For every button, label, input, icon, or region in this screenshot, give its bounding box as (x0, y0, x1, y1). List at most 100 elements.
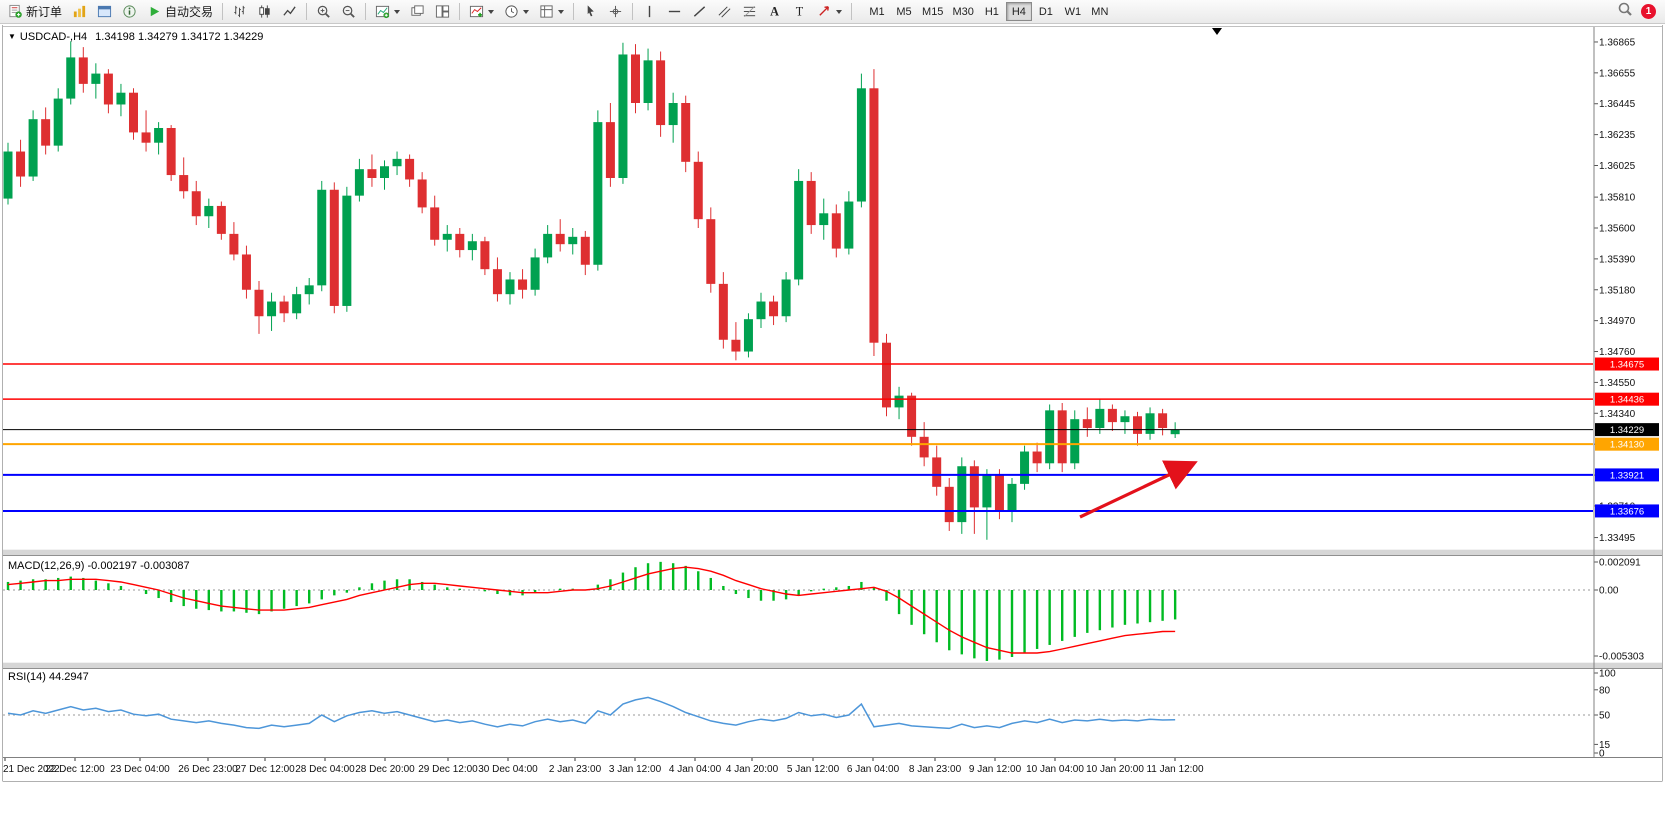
macd-axis-label: 0.00 (1599, 586, 1619, 597)
zoom-out-button[interactable] (336, 2, 361, 22)
rsi-axis-label: 50 (1599, 711, 1611, 722)
macd-signal-value: -0.003087 (140, 560, 190, 572)
date-label: 9 Jan 12:00 (969, 764, 1022, 775)
timeframe-h4[interactable]: H4 (1005, 2, 1032, 21)
market-watch-button[interactable] (92, 2, 117, 22)
info-circle-icon (122, 4, 137, 19)
channel-button[interactable] (712, 2, 737, 22)
help-button[interactable] (117, 2, 142, 22)
date-label: 2 Jan 23:00 (549, 764, 602, 775)
label-button[interactable]: T (787, 2, 812, 22)
indicators-button[interactable] (464, 2, 499, 22)
zoom-in-button[interactable] (311, 2, 336, 22)
date-label: 6 Jan 04:00 (847, 764, 900, 775)
rsi-axis-label: 100 (1599, 669, 1616, 680)
timeframe-m15[interactable]: M15 (918, 2, 947, 21)
candles-icon (257, 4, 272, 19)
price-tag-label: 1.33676 (1610, 506, 1644, 517)
rsi-axis-label: 0 (1599, 749, 1605, 760)
date-label: 21 Dec 2022 (3, 764, 60, 775)
timeframe-h1[interactable]: H1 (979, 2, 1005, 21)
dropdown-caret-icon (488, 10, 495, 17)
price-axis-label: 1.36235 (1599, 130, 1636, 141)
linechart-icon (282, 4, 297, 19)
fibonacci-button[interactable] (737, 2, 762, 22)
tile-windows-button[interactable] (430, 2, 455, 22)
template-icon (539, 4, 554, 19)
zoom-out-icon (341, 4, 356, 19)
cursor-button[interactable] (578, 2, 603, 22)
panel-divider[interactable] (3, 662, 1662, 669)
vertical-line-button[interactable] (637, 2, 662, 22)
date-label: 22 Dec 12:00 (45, 764, 105, 775)
date-label: 23 Dec 04:00 (110, 764, 170, 775)
symbol-ohlc: 1.34198 1.34279 1.34172 1.34229 (95, 31, 264, 43)
gold-bars-icon (72, 4, 87, 19)
price-tag-label: 1.33921 (1610, 470, 1644, 481)
price-tag-label: 1.34436 (1610, 395, 1644, 406)
timeframe-m30[interactable]: M30 (948, 2, 977, 21)
candlestick-chart-button[interactable] (252, 2, 277, 22)
timeframe-w1[interactable]: W1 (1060, 2, 1086, 21)
toolbar-separator (306, 3, 308, 20)
search-icon[interactable] (1617, 1, 1633, 22)
ohlc-bars-icon (232, 4, 247, 19)
price-axis-label: 1.34970 (1599, 316, 1636, 327)
chart-shift-marker[interactable] (1212, 28, 1222, 35)
panel-divider[interactable] (3, 549, 1662, 556)
timeframe-m5[interactable]: M5 (891, 2, 917, 21)
new-chart-button[interactable] (370, 2, 405, 22)
price-axis-label: 1.35180 (1599, 285, 1636, 296)
shapes-button[interactable] (812, 2, 847, 22)
line-chart-button[interactable] (277, 2, 302, 22)
price-tag (1595, 437, 1659, 451)
auto-trading-button[interactable]: 自动交易 (142, 2, 218, 22)
trendline-button[interactable] (687, 2, 712, 22)
svg-text:T: T (796, 5, 804, 19)
chevron-down-icon[interactable]: ▼ (8, 32, 16, 41)
toolbar-right-group: 1 (1617, 1, 1662, 22)
clock-icon (504, 4, 519, 19)
horizontal-line-button[interactable] (662, 2, 687, 22)
periods-button[interactable] (499, 2, 534, 22)
trend-arrow[interactable] (1079, 460, 1198, 519)
date-label: 29 Dec 12:00 (418, 764, 478, 775)
price-axis-label: 1.35390 (1599, 254, 1636, 265)
trend-icon (692, 4, 707, 19)
fibo-icon (742, 4, 757, 19)
date-label: 10 Jan 20:00 (1086, 764, 1144, 775)
new-order-button[interactable]: 新订单 (3, 2, 67, 22)
date-label: 5 Jan 12:00 (787, 764, 840, 775)
chart-symbol-label: ▼ USDCAD-,H4 1.34198 1.34279 1.34172 1.342… (8, 31, 263, 43)
date-label: 4 Jan 20:00 (726, 764, 779, 775)
price-axis-label: 1.36865 (1599, 37, 1636, 48)
timeframe-d1[interactable]: D1 (1033, 2, 1059, 21)
metaeditor-button[interactable] (67, 2, 92, 22)
notification-badge[interactable]: 1 (1641, 4, 1656, 19)
timeframe-toolbar: M1 M5 M15 M30 H1 H4 D1 W1 MN (864, 2, 1113, 21)
text-t-icon: T (792, 4, 807, 19)
date-label: 11 Jan 12:00 (1146, 764, 1204, 775)
timeframe-mn[interactable]: MN (1087, 2, 1113, 21)
bar-chart-button[interactable] (227, 2, 252, 22)
main-toolbar: 新订单 自动交易 A T M1 M5 M15 M30 H1 H4 D1 W1 MN 1 (0, 0, 1665, 24)
cascade-windows-button[interactable] (405, 2, 430, 22)
crosshair-button[interactable] (603, 2, 628, 22)
templates-button[interactable] (534, 2, 569, 22)
price-tag (1595, 423, 1659, 437)
timeframe-m1[interactable]: M1 (864, 2, 890, 21)
text-button[interactable]: A (762, 2, 787, 22)
toolbar-separator (573, 3, 575, 20)
price-axis-label: 1.34550 (1599, 378, 1636, 389)
toolbar-separator (222, 3, 224, 20)
rsi-axis-label: 15 (1599, 740, 1611, 751)
date-label: 28 Dec 20:00 (355, 764, 415, 775)
macd-name: MACD(12,26,9) (8, 560, 85, 572)
price-axis-label: 1.36445 (1599, 99, 1636, 110)
play-green-icon (147, 4, 162, 19)
text-a-icon: A (767, 4, 782, 19)
tile-icon (435, 4, 450, 19)
macd-axis-label: -0.005303 (1599, 652, 1644, 663)
price-axis-label: 1.33495 (1599, 533, 1636, 544)
